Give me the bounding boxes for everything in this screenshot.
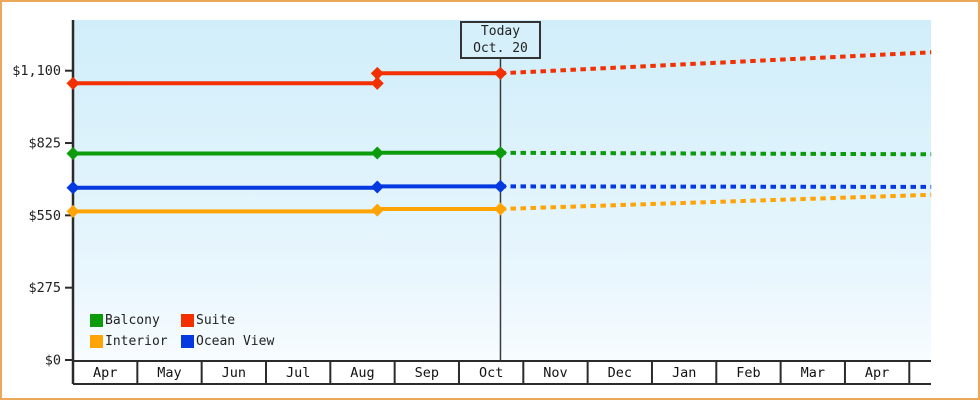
marker-diamond-ocean-view bbox=[66, 181, 80, 195]
legend-label-balcony: Balcony bbox=[105, 312, 160, 328]
marker-diamond-balcony bbox=[370, 146, 384, 160]
legend-item-interior: Interior bbox=[90, 333, 181, 349]
y-axis-tick-label: $275 bbox=[28, 280, 61, 296]
chart-legend: Balcony Suite Interior Ocean View bbox=[90, 312, 275, 349]
today-label: Today bbox=[480, 24, 521, 39]
legend-swatch-interior bbox=[90, 334, 103, 348]
y-axis-tick-label: $0 bbox=[45, 353, 61, 369]
marker-diamond-ocean-view bbox=[493, 179, 507, 193]
legend-label-interior: Interior bbox=[105, 333, 168, 349]
marker-diamond-suite bbox=[370, 76, 384, 90]
y-axis-tick-label: $550 bbox=[28, 208, 61, 224]
y-axis-tick-label: $1,100 bbox=[12, 63, 61, 79]
series-projection-ocean-view bbox=[500, 184, 932, 189]
marker-diamond-interior bbox=[66, 204, 80, 218]
series-projection-suite bbox=[500, 50, 932, 76]
series-line-ocean-view bbox=[73, 184, 501, 190]
x-axis-month-label: Jul bbox=[286, 365, 310, 381]
today-date: Oct. 20 bbox=[473, 40, 528, 56]
series-projection-balcony bbox=[500, 150, 932, 157]
legend-item-suite: Suite bbox=[181, 312, 274, 328]
marker-diamond-interior bbox=[370, 203, 384, 217]
legend-label-ocean-view: Ocean View bbox=[196, 333, 275, 349]
x-axis-month-label: Apr bbox=[865, 365, 889, 381]
x-axis-month-label: Apr bbox=[93, 365, 117, 381]
legend-swatch-suite bbox=[181, 313, 194, 327]
y-axis-tick-label: $825 bbox=[28, 136, 61, 152]
series-projection-interior bbox=[500, 192, 932, 211]
x-axis-month-label: Jan bbox=[672, 365, 696, 381]
legend-item-balcony: Balcony bbox=[90, 312, 181, 328]
marker-diamond-suite bbox=[493, 66, 507, 80]
legend-swatch-ocean-view bbox=[181, 334, 194, 348]
marker-diamond-interior bbox=[493, 202, 507, 216]
legend-swatch-balcony bbox=[90, 313, 103, 327]
x-axis-month-label: Dec bbox=[608, 365, 632, 381]
x-axis-month-label: Oct bbox=[479, 365, 503, 381]
x-axis-month-label: Sep bbox=[415, 365, 439, 381]
series-line-balcony bbox=[73, 150, 501, 156]
legend-item-ocean-view: Ocean View bbox=[181, 333, 275, 349]
legend-label-suite: Suite bbox=[196, 312, 236, 328]
marker-diamond-suite bbox=[66, 76, 80, 90]
x-axis-month-label: Feb bbox=[736, 365, 760, 381]
today-annotation-box: Today Oct. 20 bbox=[460, 21, 541, 59]
x-axis-month-label: Jun bbox=[222, 365, 246, 381]
x-axis-month-label: May bbox=[157, 365, 181, 381]
marker-diamond-ocean-view bbox=[370, 180, 384, 194]
marker-diamond-balcony bbox=[66, 147, 80, 161]
marker-diamond-suite bbox=[370, 66, 384, 80]
x-axis-month-label: Mar bbox=[801, 365, 825, 381]
x-axis-month-label: Aug bbox=[350, 365, 374, 381]
marker-diamond-balcony bbox=[493, 146, 507, 160]
x-axis-month-label: Nov bbox=[543, 365, 567, 381]
